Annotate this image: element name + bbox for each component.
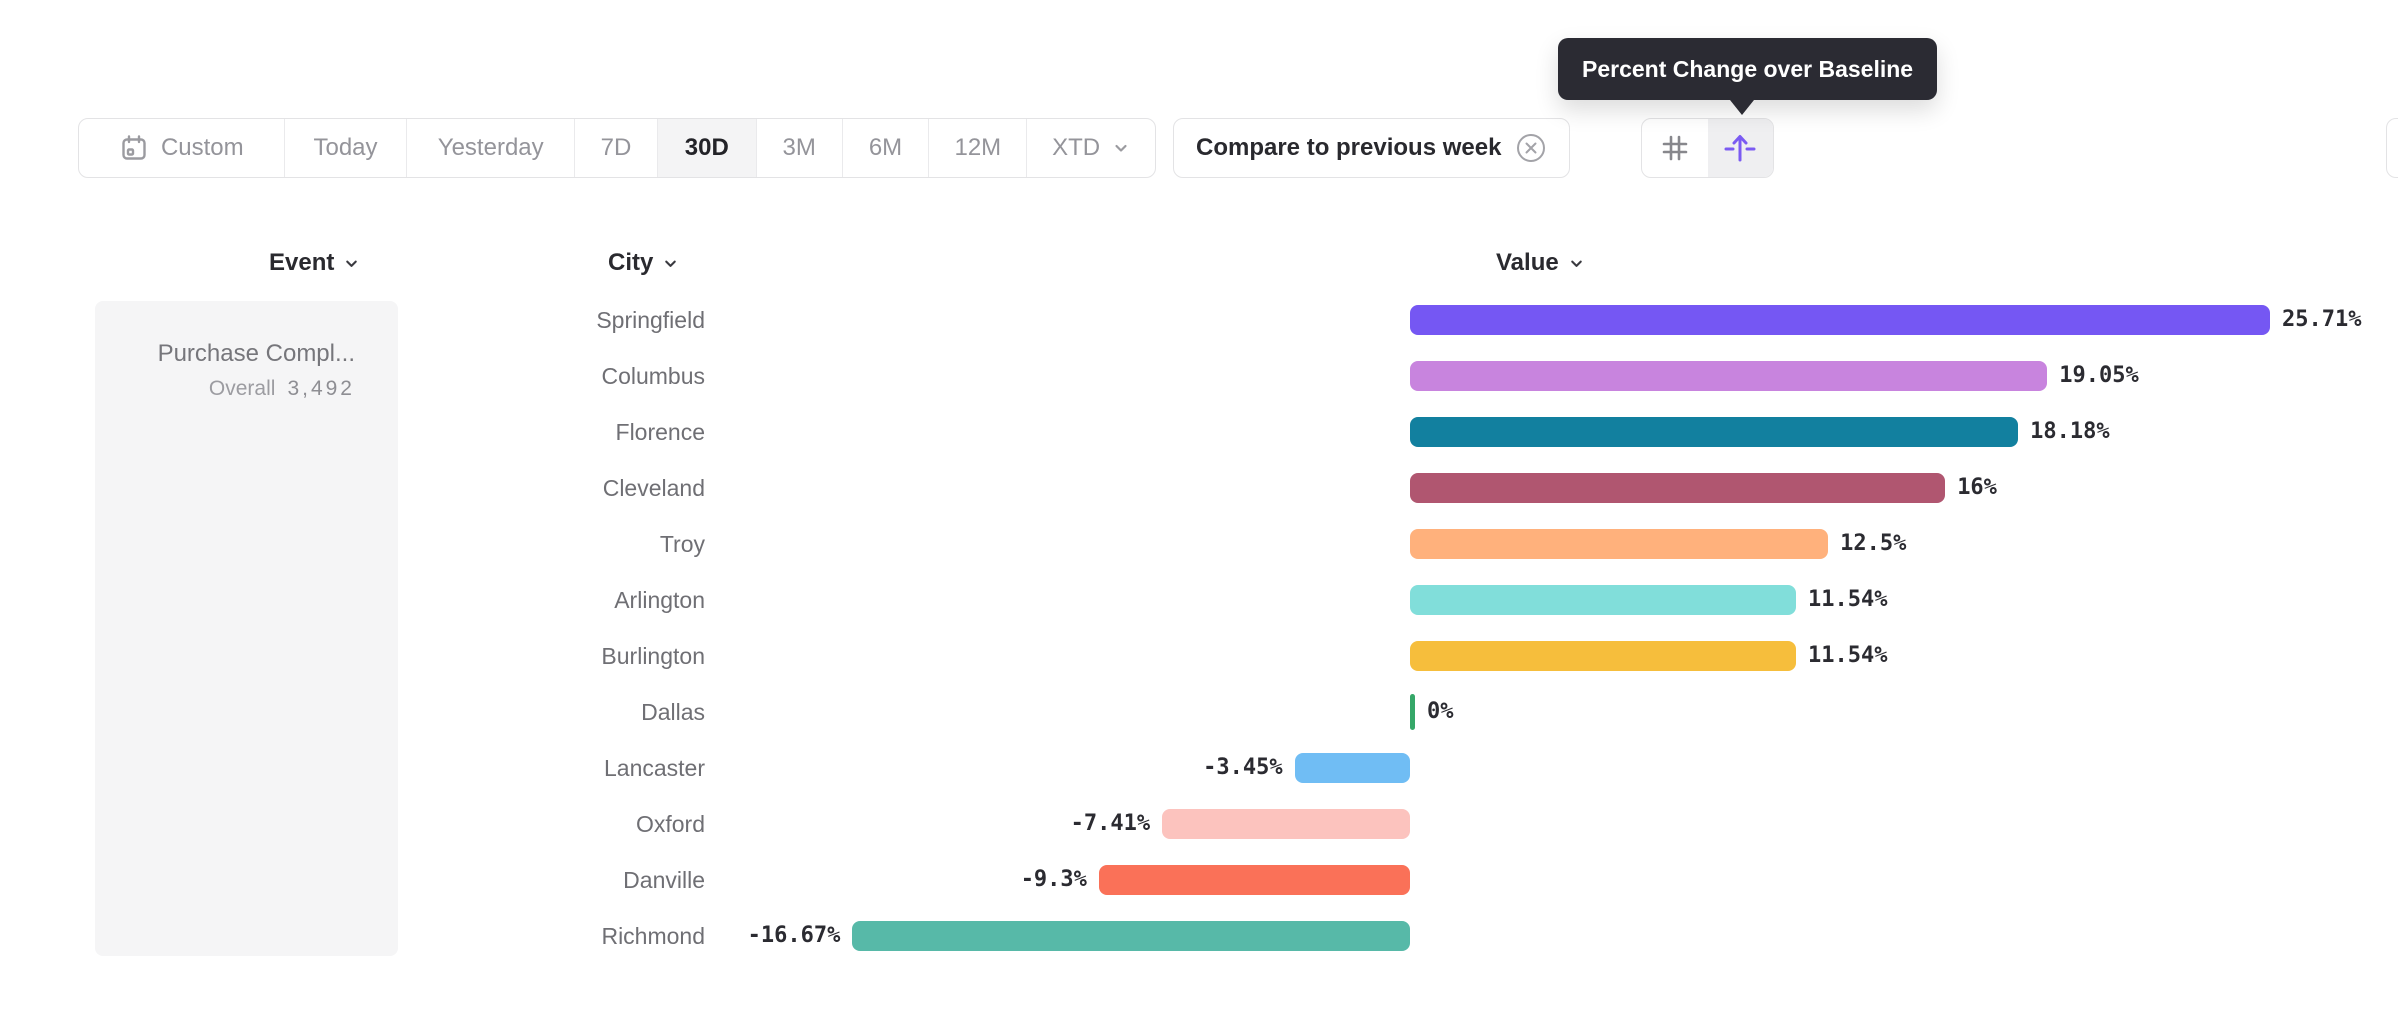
bar[interactable]	[1410, 585, 1796, 615]
chart-row: Florence 18.18%	[0, 404, 2398, 460]
column-header-label: Event	[269, 249, 335, 276]
date-range-label: 7D	[600, 134, 632, 161]
city-label[interactable]: Florence	[615, 419, 705, 445]
bar[interactable]	[1410, 641, 1796, 671]
bar-value-label: -16.67%	[747, 923, 841, 948]
bar-value-label: -9.3%	[1020, 867, 1087, 892]
event-overall: Overall 3,492	[95, 377, 355, 401]
date-range-today[interactable]: Today	[285, 119, 408, 177]
city-label[interactable]: Lancaster	[603, 755, 705, 781]
bar[interactable]	[1162, 809, 1410, 839]
bar-value-label: 16%	[1957, 475, 1997, 500]
circle-x-icon[interactable]	[1515, 132, 1547, 164]
city-label[interactable]: Cleveland	[602, 475, 705, 501]
percent-change-baseline-button[interactable]	[1707, 119, 1773, 177]
column-header-city[interactable]: City	[608, 248, 679, 278]
chevron-down-icon	[662, 255, 679, 272]
bar[interactable]	[1294, 753, 1410, 783]
chart-row: Danville -9.3%	[0, 852, 2398, 908]
column-header-event[interactable]: Event	[269, 248, 360, 278]
bar-value-label: 11.54%	[1808, 643, 1888, 668]
city-label[interactable]: Columbus	[601, 363, 705, 389]
bar-value-label: 18.18%	[2030, 419, 2110, 444]
date-range-6m[interactable]: 6M	[843, 119, 930, 177]
bar-value-label: -3.45%	[1203, 755, 1283, 780]
baseline-arrow-icon	[1723, 131, 1757, 165]
event-panel[interactable]: Purchase Compl... Overall 3,492	[95, 301, 398, 956]
chart-row: Troy 12.5%	[0, 516, 2398, 572]
bar-value-label: 25.71%	[2282, 307, 2362, 332]
city-label[interactable]: Troy	[659, 531, 705, 557]
city-label[interactable]: Danville	[623, 867, 705, 893]
date-range-12m[interactable]: 12M	[929, 119, 1028, 177]
bar[interactable]	[1098, 865, 1410, 895]
bar[interactable]	[1410, 473, 1946, 503]
event-title: Purchase Compl...	[157, 340, 355, 367]
city-label[interactable]: Oxford	[635, 811, 705, 837]
bar-value-label: 19.05%	[2059, 363, 2139, 388]
chart-row: Dallas 0%	[0, 684, 2398, 740]
city-label[interactable]: Richmond	[601, 923, 705, 949]
chart-row: Cleveland 16%	[0, 460, 2398, 516]
bar[interactable]	[1410, 529, 1829, 559]
city-label[interactable]: Dallas	[641, 699, 705, 725]
date-range-yesterday[interactable]: Yesterday	[407, 119, 576, 177]
date-range-picker: Custom Today Yesterday 7D 30D 3M 6M 12M …	[78, 118, 1156, 178]
bar-chart: Springfield 25.71% Columbus 19.05% Florence 1…	[0, 292, 2398, 964]
bar[interactable]	[1410, 361, 2048, 391]
compare-chip-label: Compare to previous week	[1196, 134, 1502, 161]
chart-row: Oxford -7.41%	[0, 796, 2398, 852]
partial-button[interactable]	[2386, 118, 2398, 178]
bar-value-label: -7.41%	[1070, 811, 1151, 836]
tooltip-pointer	[1730, 100, 1754, 115]
tooltip: Percent Change over Baseline	[1558, 38, 1938, 115]
tooltip-text: Percent Change over Baseline	[1582, 55, 1914, 82]
bar[interactable]	[1410, 305, 2270, 335]
compare-chip[interactable]: Compare to previous week	[1173, 118, 1571, 178]
date-range-xtd[interactable]: XTD	[1027, 119, 1155, 177]
date-range-label: Yesterday	[437, 134, 544, 161]
chart-row: Springfield 25.71%	[0, 292, 2398, 348]
date-range-label: 3M	[782, 134, 816, 161]
bar-value-label: 11.54%	[1808, 587, 1888, 612]
date-range-label: XTD	[1052, 134, 1101, 161]
chart-row: Burlington 11.54%	[0, 628, 2398, 684]
chart-row: Arlington 11.54%	[0, 572, 2398, 628]
column-header-label: City	[608, 249, 654, 276]
city-label[interactable]: Burlington	[601, 643, 705, 669]
date-range-7d[interactable]: 7D	[575, 119, 658, 177]
date-range-30d[interactable]: 30D	[657, 119, 757, 177]
bar[interactable]	[1410, 417, 2019, 447]
grid-icon	[1659, 132, 1691, 164]
city-label[interactable]: Arlington	[614, 587, 705, 613]
date-range-label: 12M	[954, 134, 1002, 161]
date-range-3m[interactable]: 3M	[757, 119, 843, 177]
calendar-icon	[119, 133, 149, 163]
chart-row: Lancaster -3.45%	[0, 740, 2398, 796]
bar-value-label: 12.5%	[1840, 531, 1907, 556]
chevron-down-icon	[1112, 139, 1130, 157]
zero-tick[interactable]	[1410, 694, 1415, 730]
date-range-label: 6M	[868, 134, 903, 161]
chart-row: Columbus 19.05%	[0, 348, 2398, 404]
column-header-value[interactable]: Value	[1496, 248, 1585, 278]
column-header-label: Value	[1496, 249, 1559, 276]
chevron-down-icon	[343, 255, 360, 272]
date-range-custom[interactable]: Custom	[79, 119, 285, 177]
chevron-down-icon	[1568, 255, 1585, 272]
bar-value-label: 0%	[1427, 699, 1454, 724]
date-range-label: Custom	[160, 134, 244, 161]
date-range-label: Today	[313, 134, 378, 161]
city-label[interactable]: Springfield	[596, 307, 705, 333]
date-range-label: 30D	[684, 134, 729, 161]
bar[interactable]	[852, 921, 1410, 951]
overall-label: Overall	[208, 377, 276, 400]
grid-view-button[interactable]	[1642, 119, 1708, 177]
overall-value: 3,492	[287, 377, 355, 400]
chart-row: Richmond -16.67%	[0, 908, 2398, 964]
chart-view-toggle	[1641, 118, 1774, 178]
